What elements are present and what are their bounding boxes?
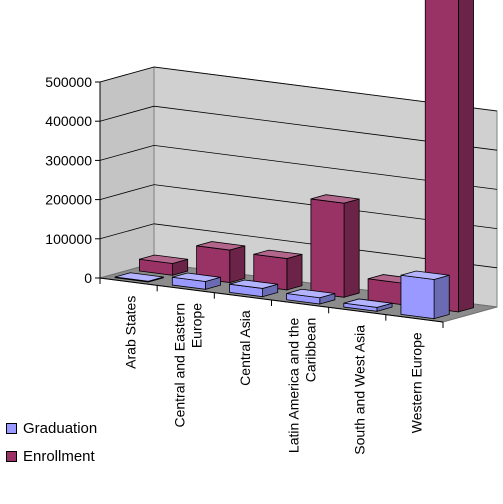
bar-enrollment-2-side xyxy=(286,253,303,291)
x-category-label-line: Caribbean xyxy=(303,318,319,383)
gridlines xyxy=(99,66,498,269)
bar-enrollment-3 xyxy=(310,194,360,298)
legend: Graduation Enrollment xyxy=(6,414,134,472)
bar-enrollment-0-top xyxy=(139,254,188,264)
x-category-label-line: Central and Eastern xyxy=(171,303,187,428)
x-category-label: Central Asia xyxy=(237,310,253,386)
bar-graduation-1-top xyxy=(172,272,221,282)
legend-swatch-graduation xyxy=(6,422,17,434)
bar-graduation-2 xyxy=(229,279,279,298)
side-wall xyxy=(99,66,155,279)
bar-graduation-5-front xyxy=(400,274,435,320)
legend-label-enrollment: Enrollment xyxy=(23,447,95,465)
x-axis-labels: Arab States Central and Eastern Europe Cent… xyxy=(123,296,425,455)
gridline xyxy=(99,66,498,112)
x-category-label: Central and Eastern Europe xyxy=(171,303,204,428)
y-tick-label: 200000 xyxy=(45,192,92,208)
bar-graduation-5 xyxy=(400,270,450,320)
bars xyxy=(114,0,474,320)
gridline xyxy=(99,184,498,229)
gridline xyxy=(99,105,498,151)
bar-graduation-0 xyxy=(114,272,164,283)
bar-enrollment-3-side xyxy=(343,198,360,298)
y-axis: 0 100000 200000 300000 400000 500000 xyxy=(45,74,444,328)
bar-graduation-2-top xyxy=(229,279,278,289)
bar-enrollment-3-top xyxy=(310,194,360,204)
bar-enrollment-1-top xyxy=(196,241,245,251)
bar-enrollment-0 xyxy=(139,254,189,276)
x-category-label-line: Latin America and the xyxy=(286,317,302,453)
bar-graduation-3 xyxy=(286,288,336,305)
legend-label-graduation: Graduation xyxy=(23,419,98,437)
bar-graduation-4-top xyxy=(343,298,393,308)
bar-graduation-4 xyxy=(343,298,393,312)
bar-enrollment-5-side xyxy=(458,0,474,313)
gridline xyxy=(99,144,498,190)
x-category-label-line: Europe xyxy=(188,303,204,348)
x-category-label-line: Arab States xyxy=(123,296,139,369)
bar-graduation-5-top xyxy=(400,270,450,280)
bar-graduation-1 xyxy=(171,272,221,290)
bar-graduation-3-top xyxy=(286,288,336,299)
bar-enrollment-1 xyxy=(196,241,246,284)
x-category-label-line: Central Asia xyxy=(237,310,253,386)
y-tick-label: 500000 xyxy=(45,74,92,90)
legend-item-enrollment: Enrollment xyxy=(6,446,95,466)
bar-enrollment-3-front xyxy=(310,198,345,298)
x-category-label: Western Europe xyxy=(408,332,424,433)
y-tick-label: 300000 xyxy=(45,152,92,168)
bar-enrollment-2 xyxy=(253,249,303,291)
y-tick-label: 100000 xyxy=(45,231,92,247)
bar-enrollment-5-front xyxy=(424,0,459,313)
x-category-label: Latin America and the Caribbean xyxy=(286,317,319,453)
x-category-label-line: Western Europe xyxy=(408,332,424,433)
y-tick-label: 400000 xyxy=(45,113,92,129)
x-category-label: Arab States xyxy=(123,296,139,369)
x-category-label: South and West Asia xyxy=(351,325,367,455)
y-tick-label: 0 xyxy=(84,270,92,286)
x-category-label-line: South and West Asia xyxy=(351,325,367,455)
bar-enrollment-5 xyxy=(424,0,474,313)
bar-enrollment-2-top xyxy=(253,249,303,259)
gridline xyxy=(99,223,498,269)
bar-graduation-5-side xyxy=(433,274,450,320)
legend-swatch-enrollment xyxy=(6,450,17,462)
legend-item-graduation: Graduation xyxy=(6,418,97,438)
bar-graduation-0-top xyxy=(115,272,164,282)
bar-enrollment-1-side xyxy=(229,245,246,284)
